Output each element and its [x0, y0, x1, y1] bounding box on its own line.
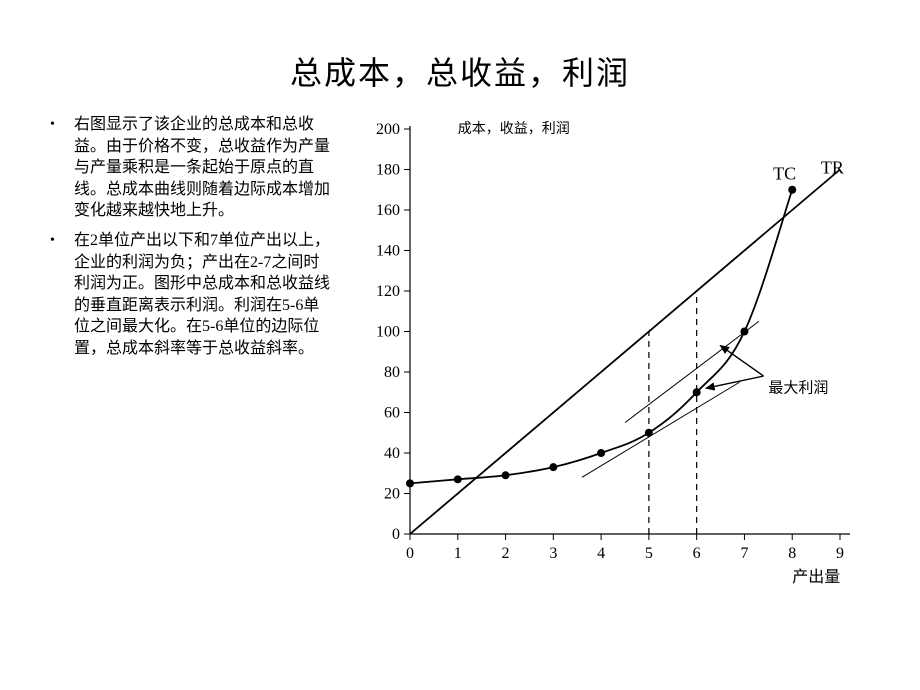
- svg-text:200: 200: [376, 121, 400, 138]
- content-area: • 右图显示了该企业的总成本和总收益。由于价格不变，总收益作为产量与产量乘积是一…: [0, 94, 920, 594]
- svg-text:120: 120: [376, 283, 400, 300]
- svg-text:TR: TR: [821, 158, 844, 178]
- bullet-list: • 右图显示了该企业的总成本和总收益。由于价格不变，总收益作为产量与产量乘积是一…: [50, 114, 340, 594]
- bullet-text: 在2单位产出以下和7单位产出以上，企业的利润为负；产出在2-7之间时利润为正。图…: [74, 230, 330, 360]
- bullet-icon: •: [50, 114, 74, 222]
- svg-text:3: 3: [549, 545, 557, 562]
- svg-text:6: 6: [693, 545, 701, 562]
- svg-text:1: 1: [454, 545, 462, 562]
- bullet-icon: •: [50, 230, 74, 360]
- svg-text:20: 20: [384, 486, 400, 503]
- bullet-text: 右图显示了该企业的总成本和总收益。由于价格不变，总收益作为产量与产量乘积是一条起…: [74, 114, 330, 222]
- svg-text:成本，收益，利润: 成本，收益，利润: [458, 121, 570, 137]
- svg-text:最大利润: 最大利润: [768, 379, 828, 396]
- svg-text:9: 9: [836, 545, 844, 562]
- svg-text:60: 60: [384, 405, 400, 422]
- svg-text:7: 7: [740, 545, 748, 562]
- svg-text:100: 100: [376, 324, 400, 341]
- svg-text:8: 8: [788, 545, 796, 562]
- svg-text:5: 5: [645, 545, 653, 562]
- list-item: • 右图显示了该企业的总成本和总收益。由于价格不变，总收益作为产量与产量乘积是一…: [50, 114, 330, 222]
- svg-text:80: 80: [384, 364, 400, 381]
- svg-text:2: 2: [502, 545, 510, 562]
- svg-text:产出量: 产出量: [792, 568, 840, 586]
- svg-text:180: 180: [376, 162, 400, 179]
- svg-text:0: 0: [392, 526, 400, 543]
- svg-text:140: 140: [376, 243, 400, 260]
- cost-revenue-chart: 0 20 40 60 80 100 120 140 160 180 200 0 1 2 3 4 5 6 7 8 9 成本，…: [340, 114, 880, 594]
- page-title: 总成本，总收益，利润: [0, 0, 920, 94]
- svg-text:TC: TC: [773, 164, 796, 184]
- svg-text:160: 160: [376, 202, 400, 219]
- list-item: • 在2单位产出以下和7单位产出以上，企业的利润为负；产出在2-7之间时利润为正…: [50, 230, 330, 360]
- svg-text:40: 40: [384, 445, 400, 462]
- chart-container: 0 20 40 60 80 100 120 140 160 180 200 0 1 2 3 4 5 6 7 8 9 成本，…: [340, 114, 880, 594]
- svg-text:0: 0: [406, 545, 414, 562]
- svg-text:4: 4: [597, 545, 605, 562]
